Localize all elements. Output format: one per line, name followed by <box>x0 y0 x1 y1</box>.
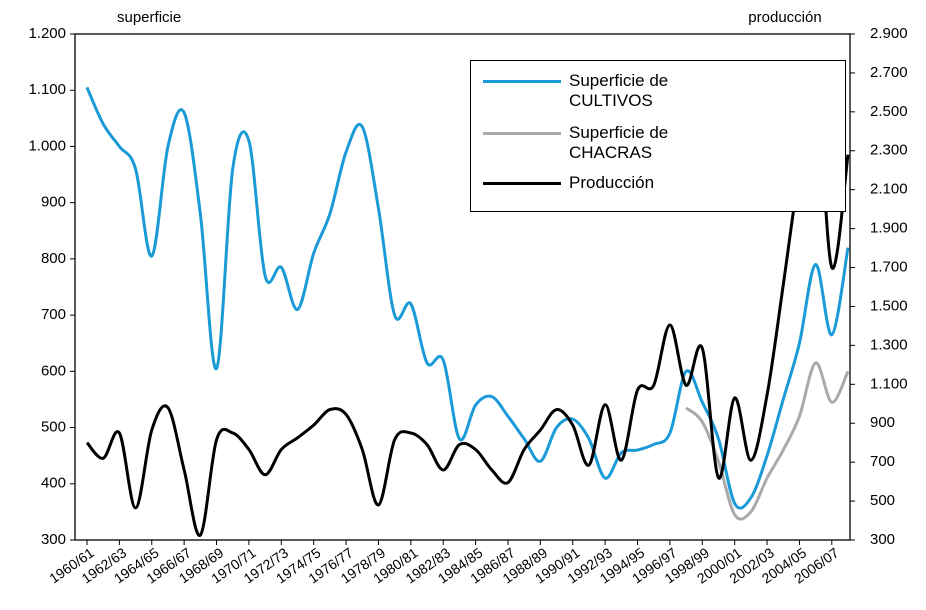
y2-tick-label: 300 <box>870 531 895 548</box>
y-tick-label: 1.100 <box>28 81 66 98</box>
y2-tick-label: 2.300 <box>870 142 908 159</box>
series-line <box>85 86 850 510</box>
legend-entry: Superficie de CHACRAS <box>483 123 719 163</box>
y-tick-label: 400 <box>41 475 66 492</box>
y2-axis-label: producción <box>748 9 821 26</box>
legend-swatch <box>483 182 561 185</box>
y2-tick-label: 2.700 <box>870 64 908 81</box>
y-tick-label: 900 <box>41 194 66 211</box>
y2-tick-label: 2.500 <box>870 103 908 120</box>
legend: Superficie de CULTIVOS Superficie de CHAC… <box>470 60 846 212</box>
y-tick-label: 500 <box>41 419 66 436</box>
series-line <box>85 78 850 537</box>
y2-tick-label: 1.500 <box>870 297 908 314</box>
y-axis-label: superficie <box>117 9 181 26</box>
y2-tick-label: 2.900 <box>870 25 908 42</box>
y2-tick-label: 1.900 <box>870 220 908 237</box>
legend-label: Superficie de CHACRAS <box>569 123 669 162</box>
legend-swatch <box>483 80 561 83</box>
y2-tick-label: 1.300 <box>870 336 908 353</box>
y2-tick-label: 1.700 <box>870 259 908 276</box>
y2-tick-label: 700 <box>870 453 895 470</box>
y-tick-label: 300 <box>41 531 66 548</box>
y2-tick-label: 2.100 <box>870 181 908 198</box>
y-tick-label: 1.200 <box>28 25 66 42</box>
legend-swatch <box>483 132 561 135</box>
series-line <box>685 361 850 521</box>
legend-entry: Superficie de CULTIVOS <box>483 71 719 111</box>
legend-entry: Producción <box>483 173 719 193</box>
y-tick-label: 800 <box>41 250 66 267</box>
y2-tick-label: 900 <box>870 414 895 431</box>
y-tick-label: 1.000 <box>28 137 66 154</box>
legend-label: Producción <box>569 173 655 192</box>
y-tick-label: 700 <box>41 306 66 323</box>
legend-label: Superficie de CULTIVOS <box>569 71 669 110</box>
y2-tick-label: 500 <box>870 492 895 509</box>
plot-frame <box>74 33 851 541</box>
y2-tick-label: 1.100 <box>870 375 908 392</box>
y-tick-label: 600 <box>41 362 66 379</box>
